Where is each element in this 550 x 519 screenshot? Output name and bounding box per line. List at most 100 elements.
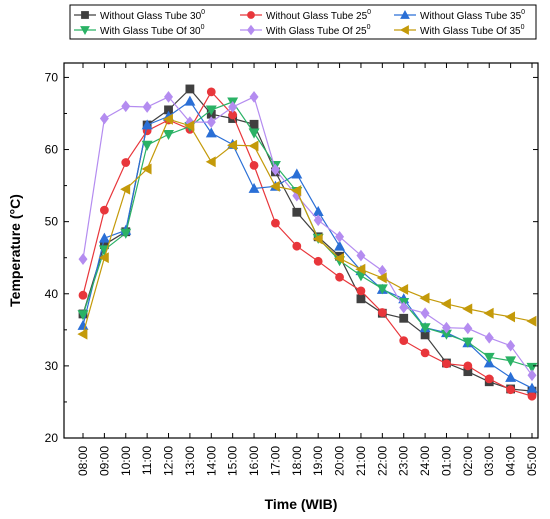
y-tick-label: 50 [45, 215, 59, 229]
data-point [505, 371, 517, 382]
data-point [206, 116, 216, 128]
data-point [121, 100, 131, 113]
data-point [292, 241, 302, 251]
data-point [78, 290, 88, 300]
x-tick-label: 23:00 [397, 446, 411, 476]
x-tick-label: 05:00 [525, 446, 539, 476]
data-point [527, 391, 537, 401]
x-tick-label: 10:00 [119, 446, 133, 476]
data-point [442, 359, 451, 369]
data-point [420, 307, 430, 320]
legend-item: With Glass Tube Of 250 [240, 24, 371, 37]
x-tick-label: 08:00 [76, 446, 90, 476]
y-axis-title: Temperature (°C) [7, 194, 23, 307]
data-point [141, 140, 153, 151]
data-point [249, 119, 259, 129]
plot-border [63, 62, 539, 439]
data-point [249, 161, 259, 170]
data-point [120, 228, 132, 239]
data-point [333, 252, 344, 264]
data-point [335, 230, 345, 243]
legend-label-superscript: 0 [367, 24, 371, 31]
data-point [248, 140, 259, 152]
x-tick-label: 22:00 [375, 446, 389, 476]
legend-label: Without Glass Tube 300 [100, 9, 205, 22]
y-tick-label: 40 [45, 287, 59, 301]
legend-label: With Glass Tube Of 300 [100, 24, 205, 37]
legend-item: Without Glass Tube 250 [240, 9, 371, 22]
data-point [335, 272, 344, 282]
data-point [356, 249, 366, 262]
x-tick-label: 19:00 [311, 446, 325, 476]
legend-marker [80, 26, 90, 36]
plot-frame [63, 62, 539, 439]
data-point [162, 113, 173, 125]
legend-label: With Glass Tube Of 350 [420, 24, 525, 37]
x-tick-label: 16:00 [247, 446, 261, 476]
x-tick-label: 03:00 [482, 446, 496, 476]
legend-marker [81, 11, 89, 19]
data-point [205, 127, 217, 138]
series-3 [77, 95, 538, 393]
data-point [313, 256, 323, 266]
data-point [356, 286, 366, 296]
data-point [77, 328, 88, 340]
data-point [506, 339, 516, 352]
data-point [399, 313, 409, 323]
data-point [463, 361, 473, 371]
data-point [184, 95, 196, 106]
legend-label-superscript: 0 [521, 9, 525, 16]
data-point [355, 263, 366, 275]
data-point [483, 307, 494, 319]
data-point [291, 168, 303, 179]
data-point [206, 87, 216, 97]
series-5 [78, 91, 537, 382]
data-point [163, 129, 174, 141]
data-point [526, 382, 538, 393]
data-point [249, 91, 259, 103]
data-point [185, 84, 195, 94]
legend-item: With Glass Tube Of 300 [74, 24, 205, 37]
data-point [227, 139, 238, 151]
y-tick-label: 30 [45, 359, 59, 373]
legend-label: Without Glass Tube 250 [266, 9, 371, 22]
x-tick-label: 20:00 [333, 446, 347, 476]
data-point [399, 336, 409, 346]
data-point [527, 369, 537, 382]
series-line [82, 96, 533, 376]
data-point [440, 298, 451, 310]
series-line [82, 118, 533, 335]
x-tick-label: 18:00 [290, 446, 304, 476]
data-point [248, 182, 260, 193]
data-point [141, 119, 153, 130]
x-tick-label: 17:00 [268, 446, 282, 476]
series-6 [77, 113, 537, 340]
x-tick-label: 11:00 [140, 446, 154, 475]
legend-label-superscript: 0 [367, 9, 371, 16]
legend-marker [399, 25, 409, 35]
x-tick-label: 15:00 [226, 446, 240, 476]
data-point [205, 156, 216, 168]
data-point [441, 321, 451, 334]
data-point [505, 356, 517, 367]
data-point [506, 385, 516, 395]
data-point [377, 308, 387, 317]
data-point [99, 205, 109, 215]
data-point [271, 218, 280, 228]
data-point [270, 163, 280, 176]
data-point [98, 252, 109, 264]
data-point [484, 374, 494, 384]
data-point [228, 101, 238, 113]
data-point [120, 183, 131, 195]
data-point [292, 207, 302, 217]
legend-item: Without Glass Tube 300 [74, 9, 205, 22]
data-point [463, 322, 473, 335]
data-point [312, 205, 324, 216]
data-point [248, 128, 260, 139]
series-2 [78, 87, 537, 401]
x-tick-label: 12:00 [162, 446, 176, 476]
y-tick-label: 20 [45, 431, 59, 445]
data-point [526, 315, 537, 327]
data-point [376, 272, 387, 284]
data-point [483, 352, 495, 363]
